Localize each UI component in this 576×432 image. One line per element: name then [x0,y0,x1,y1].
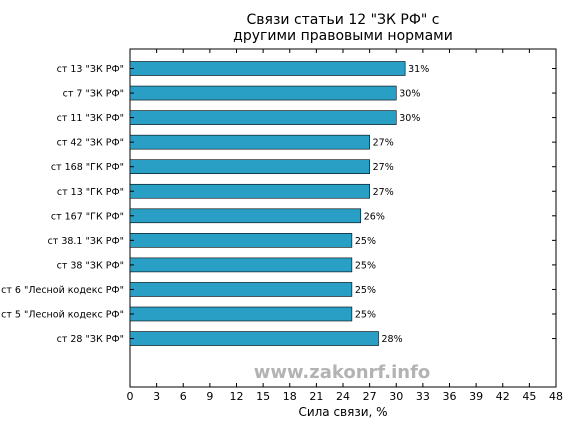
category-label: ст 13 "ГК РФ" [57,187,124,198]
bar [129,110,397,125]
chart-title-line-2: другими правовыми нормами [233,28,453,44]
value-label: 31% [408,64,429,75]
x-tick-label: 12 [230,390,244,403]
category-label: ст 5 "Лесной кодекс РФ" [1,310,124,321]
x-tick-label: 3 [153,390,160,403]
x-tick-label: 39 [469,390,483,403]
value-label: 30% [399,113,420,124]
x-tick-label: 30 [389,390,403,403]
category-label: ст 167 "ГК РФ" [51,211,124,222]
x-tick-label: 18 [283,390,297,403]
chart-title-line-1: Связи статьи 12 "ЗК РФ" с [247,12,440,28]
category-label: ст 168 "ГК РФ" [51,162,124,173]
bar [129,282,353,297]
value-label: 27% [373,162,394,173]
value-label: 26% [364,211,385,222]
x-axis-label: Сила связи, % [298,405,387,419]
category-label: ст 13 "ЗК РФ" [57,64,124,75]
bar [129,257,353,273]
value-label: 25% [355,285,376,296]
watermark: www.zakonrf.info [254,362,431,383]
bar [129,331,379,346]
category-label: ст 38.1 "ЗК РФ" [48,236,124,247]
x-tick-label: 45 [522,390,536,403]
value-label: 25% [355,260,376,271]
category-label: ст 28 "ЗК РФ" [57,334,124,345]
bar [129,134,370,150]
value-label: 25% [355,236,376,247]
value-label: 25% [355,310,376,321]
x-tick-label: 48 [549,390,563,403]
value-label: 28% [382,334,403,345]
bar [129,61,406,76]
x-tick-label: 0 [127,390,134,403]
x-tick-label: 6 [180,390,187,403]
x-tick-label: 42 [496,390,510,403]
x-tick-label: 24 [336,390,350,403]
x-tick-label: 9 [206,390,213,403]
x-tick-label: 21 [309,390,323,403]
category-label: ст 11 "ЗК РФ" [57,113,124,124]
category-label: ст 7 "ЗК РФ" [63,89,124,100]
value-label: 27% [373,138,394,149]
value-label: 27% [373,187,394,198]
bar [129,85,397,101]
x-tick-label: 36 [443,390,457,403]
x-tick-label: 15 [256,390,270,403]
bar [129,183,370,199]
bar [129,159,370,174]
x-tick-label: 27 [363,390,377,403]
bar [129,208,362,224]
bar [129,306,353,322]
bar [129,233,353,248]
x-tick-label: 33 [416,390,430,403]
category-label: ст 6 "Лесной кодекс РФ" [1,285,124,296]
category-label: ст 38 "ЗК РФ" [57,260,124,271]
value-label: 30% [399,89,420,100]
category-label: ст 42 "ЗК РФ" [57,138,124,149]
